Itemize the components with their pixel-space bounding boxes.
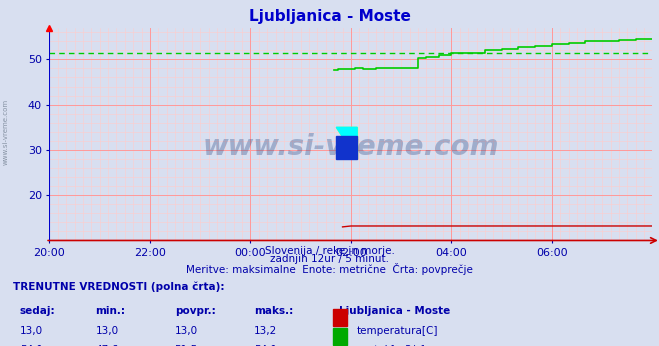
Text: www.si-vreme.com: www.si-vreme.com [2, 98, 9, 165]
Text: www.si-vreme.com: www.si-vreme.com [203, 133, 499, 161]
Text: pretok[m3/s]: pretok[m3/s] [357, 345, 425, 346]
Text: Slovenija / reke in morje.: Slovenija / reke in morje. [264, 246, 395, 256]
Text: 13,0: 13,0 [96, 326, 119, 336]
Text: temperatura[C]: temperatura[C] [357, 326, 439, 336]
Text: TRENUTNE VREDNOSTI (polna črta):: TRENUTNE VREDNOSTI (polna črta): [13, 282, 225, 292]
Text: 51,5: 51,5 [175, 345, 198, 346]
Text: 13,2: 13,2 [254, 326, 277, 336]
Polygon shape [336, 127, 357, 159]
Polygon shape [336, 136, 357, 159]
Text: 13,0: 13,0 [20, 326, 43, 336]
Text: 54,1: 54,1 [20, 345, 43, 346]
Text: 54,1: 54,1 [254, 345, 277, 346]
Text: Ljubljanica - Moste: Ljubljanica - Moste [248, 9, 411, 24]
Text: Meritve: maksimalne  Enote: metrične  Črta: povprečje: Meritve: maksimalne Enote: metrične Črta… [186, 263, 473, 275]
FancyBboxPatch shape [333, 309, 347, 326]
Polygon shape [336, 127, 357, 159]
Text: 13,0: 13,0 [175, 326, 198, 336]
Text: 47,6: 47,6 [96, 345, 119, 346]
Text: min.:: min.: [96, 306, 126, 316]
Text: Ljubljanica - Moste: Ljubljanica - Moste [339, 306, 451, 316]
FancyBboxPatch shape [333, 328, 347, 345]
Text: sedaj:: sedaj: [20, 306, 55, 316]
Text: maks.:: maks.: [254, 306, 293, 316]
Text: povpr.:: povpr.: [175, 306, 215, 316]
Text: zadnjih 12ur / 5 minut.: zadnjih 12ur / 5 minut. [270, 254, 389, 264]
